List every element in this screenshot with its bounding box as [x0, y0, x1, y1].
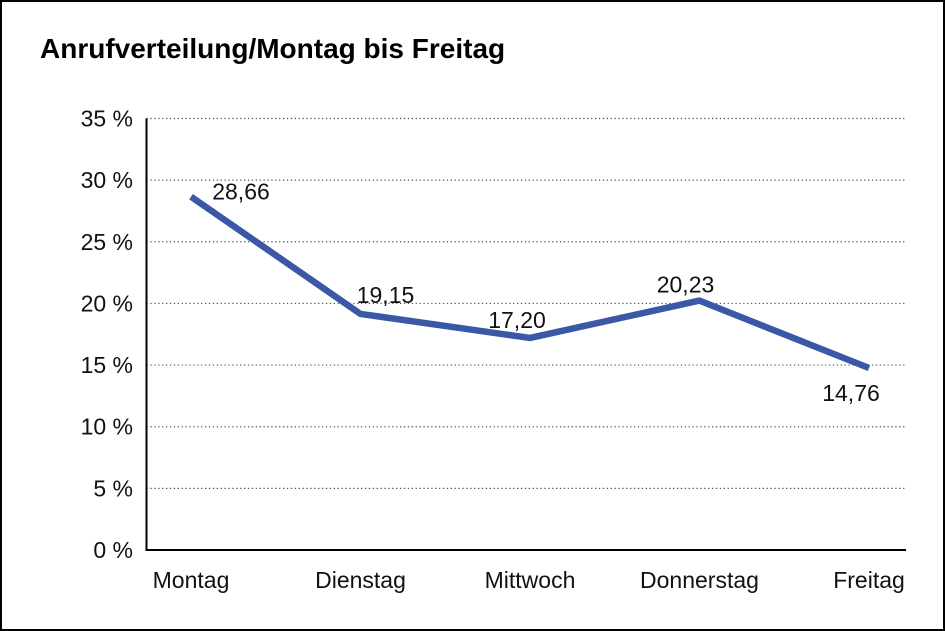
data-point-label: 14,76	[822, 380, 880, 406]
series-line	[189, 193, 871, 372]
y-tick-label: 5 %	[93, 475, 133, 501]
x-category-label: Dienstag	[315, 567, 406, 593]
y-tick-label: 0 %	[93, 537, 133, 563]
y-tick-label: 30 %	[81, 167, 133, 193]
y-tick-label: 20 %	[81, 290, 133, 316]
x-category-label: Donnerstag	[640, 567, 759, 593]
x-category-label: Freitag	[833, 567, 905, 593]
data-point-label: 28,66	[212, 179, 270, 205]
y-tick-label: 35 %	[81, 106, 133, 132]
data-point-label: 17,20	[488, 307, 546, 333]
y-tick-label: 15 %	[81, 352, 133, 378]
chart-title: Anrufverteilung/Montag bis Freitag	[40, 33, 506, 64]
y-tick-label: 10 %	[81, 414, 133, 440]
x-category-label: Montag	[153, 567, 230, 593]
data-point-label: 19,15	[357, 282, 415, 308]
y-tick-label: 25 %	[81, 229, 133, 255]
x-category-label: Mittwoch	[485, 567, 576, 593]
data-point-label: 20,23	[657, 272, 715, 298]
